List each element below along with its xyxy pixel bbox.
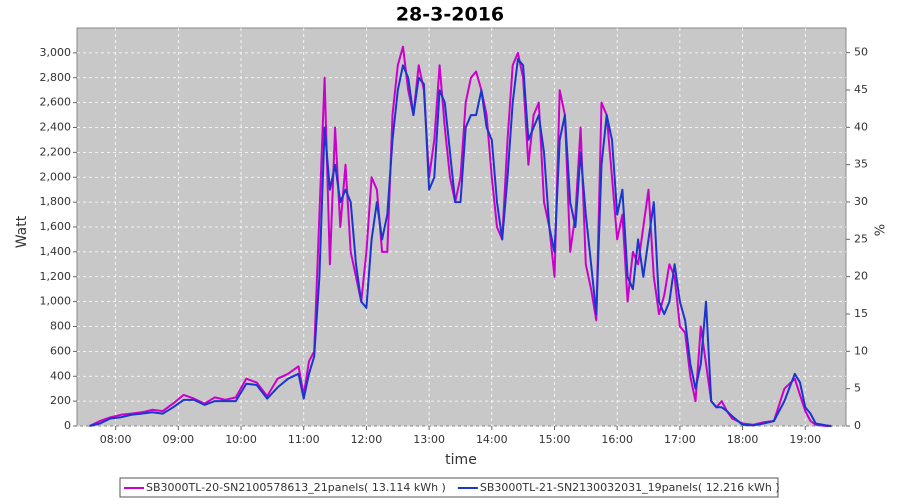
x-tick-label: 18:00 [727, 433, 759, 446]
legend-label: SB3000TL-21-SN2130032031_19panels( 12.21… [480, 481, 780, 494]
series-line [89, 45, 832, 427]
series-line [89, 58, 832, 427]
y-tick-label: 1,600 [40, 220, 72, 233]
x-tick-label: 11:00 [288, 433, 320, 446]
y-tick-label: 1,800 [40, 195, 72, 208]
x-tick-label: 13:00 [413, 433, 445, 446]
y-tick-label: 1,200 [40, 270, 72, 283]
y-tick-label: 0 [64, 419, 71, 432]
x-tick-label: 17:00 [664, 433, 696, 446]
chart-title: 28-3-2016 [396, 4, 504, 26]
y-axis-label: Watt [14, 215, 30, 248]
y2-tick-label: 5 [854, 382, 861, 395]
y-tick-label: 600 [50, 344, 71, 357]
y2-tick-label: 0 [854, 419, 861, 432]
x-tick-label: 09:00 [162, 433, 194, 446]
legend [119, 477, 779, 498]
x-tick-label: 12:00 [351, 433, 383, 446]
legend-label: SB3000TL-20-SN2100578613_21panels( 13.11… [146, 481, 446, 494]
x-tick-label: 14:00 [476, 433, 508, 446]
x-tick-label: 16:00 [601, 433, 633, 446]
y2-tick-label: 25 [854, 232, 868, 245]
y-tick-label: 1,400 [40, 245, 72, 258]
y-tick-label: 2,600 [40, 96, 72, 109]
y2-axis-label: % [874, 224, 889, 236]
y2-tick-label: 20 [854, 270, 868, 283]
x-tick-label: 19:00 [789, 433, 821, 446]
x-axis-label: time [445, 452, 477, 468]
x-tick-label: 08:00 [100, 433, 132, 446]
y-tick-label: 800 [50, 320, 71, 333]
y2-tick-label: 10 [854, 344, 868, 357]
y-tick-label: 2,400 [40, 121, 72, 134]
y2-tick-label: 50 [854, 46, 868, 59]
y-tick-label: 3,000 [40, 46, 72, 59]
y2-tick-label: 45 [854, 83, 868, 96]
y2-tick-label: 35 [854, 158, 868, 171]
y2-tick-label: 15 [854, 307, 868, 320]
y2-tick-label: 30 [854, 195, 868, 208]
y-tick-label: 2,000 [40, 170, 72, 183]
y-tick-label: 400 [50, 369, 71, 382]
x-tick-label: 15:00 [539, 433, 571, 446]
y-tick-label: 2,200 [40, 145, 72, 158]
y2-tick-label: 40 [854, 120, 868, 133]
y-tick-label: 1,000 [40, 295, 72, 308]
y-tick-label: 200 [50, 394, 71, 407]
y-tick-label: 2,800 [40, 71, 72, 84]
x-tick-label: 10:00 [225, 433, 257, 446]
